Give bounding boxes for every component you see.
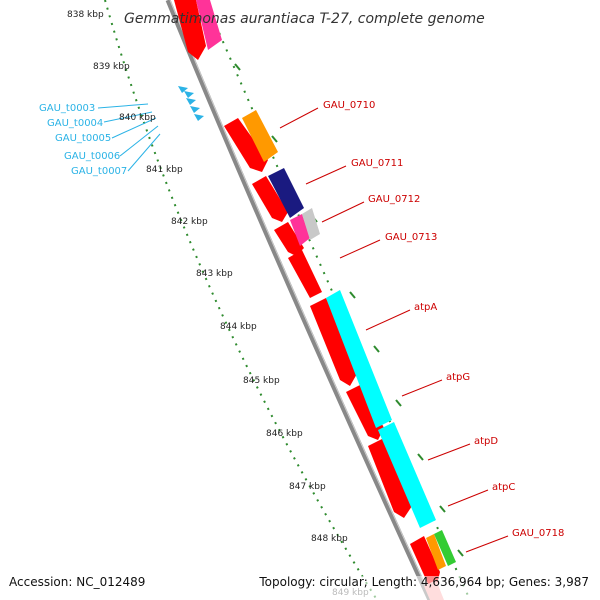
trna-label[interactable]: GAU_t0007 (71, 166, 127, 177)
gene-block[interactable] (368, 438, 412, 518)
gene-block[interactable] (410, 536, 440, 588)
trna-marker[interactable] (178, 86, 188, 93)
white-fade (330, 576, 600, 600)
gene-label[interactable]: GAU_0711 (351, 158, 403, 169)
gene-block[interactable] (224, 118, 268, 172)
trna-labels: GAU_t0003 GAU_t0004 GAU_t0005 GAU_t0006 … (39, 103, 127, 177)
gene-label[interactable]: atpD (474, 436, 498, 447)
gene-block[interactable] (174, 0, 206, 60)
trna-marker[interactable] (186, 98, 196, 105)
gene-block[interactable] (290, 214, 310, 246)
gene-block[interactable] (196, 0, 222, 50)
trna-markers (178, 86, 204, 121)
gene-block[interactable] (426, 534, 446, 570)
kbp-tick-label: 848 kbp (311, 534, 348, 544)
gene-label[interactable]: GAU_0712 (368, 194, 420, 205)
gene-block[interactable] (326, 290, 392, 428)
kbp-tick-label: 849 kbp (332, 588, 369, 598)
gene-label[interactable]: GAU_0713 (385, 232, 437, 243)
gene-label[interactable]: GAU_0718 (512, 528, 564, 539)
topology-text: Topology: circular; Length: 4,636,964 bp… (258, 575, 589, 589)
map-title: Gemmatimonas aurantiaca T-27, complete g… (124, 11, 485, 27)
gene-label[interactable]: GAU_0710 (323, 100, 375, 111)
kbp-tick-label: 843 kbp (196, 269, 233, 279)
gene-block[interactable] (378, 422, 436, 528)
gene-block[interactable] (346, 384, 384, 440)
kbp-ruler (104, 0, 378, 600)
outer-track-dashes (234, 63, 464, 557)
kbp-tick-label: 840 kbp (119, 113, 156, 123)
gene-block[interactable] (434, 530, 456, 566)
gene-label[interactable]: atpC (492, 482, 515, 493)
gene-label[interactable]: atpA (414, 302, 437, 313)
gene-block[interactable] (274, 222, 304, 256)
trna-label[interactable]: GAU_t0006 (64, 151, 120, 162)
gene-block[interactable] (310, 298, 358, 386)
gene-block[interactable] (242, 110, 278, 162)
trna-label[interactable]: GAU_t0003 (39, 103, 95, 114)
kbp-tick-label: 839 kbp (93, 62, 130, 72)
kbp-tick-label: 844 kbp (220, 322, 257, 332)
kbp-tick-label: 847 kbp (289, 482, 326, 492)
gene-block[interactable] (252, 176, 288, 222)
gene-labels: GAU_0710 GAU_0711 GAU_0712 GAU_0713 atpA… (323, 100, 564, 539)
kbp-tick-label: 838 kbp (67, 10, 104, 20)
genome-backbone-highlight (169, 0, 433, 600)
kbp-tick-label: 845 kbp (243, 376, 280, 386)
gene-leader-lines (279, 107, 509, 553)
kbp-tick-label: 846 kbp (266, 429, 303, 439)
trna-leader-lines (97, 103, 161, 172)
accession-text: Accession: NC_012489 (9, 575, 145, 589)
gene-label[interactable]: atpG (446, 372, 470, 383)
kbp-tick-label: 842 kbp (171, 217, 208, 227)
gene-track (196, 0, 456, 570)
trna-marker[interactable] (184, 91, 194, 98)
cds-track (174, 0, 440, 588)
trna-label[interactable]: GAU_t0004 (47, 118, 103, 129)
trna-label[interactable]: GAU_t0005 (55, 133, 111, 144)
gene-block[interactable] (302, 208, 320, 240)
gene-block[interactable] (268, 168, 304, 218)
trna-marker[interactable] (190, 106, 200, 113)
kbp-tick-label: 841 kbp (146, 165, 183, 175)
trna-marker[interactable] (194, 114, 204, 121)
genome-backbone (165, 0, 433, 600)
gene-block[interactable] (288, 250, 322, 298)
kbp-tick-labels: 838 kbp 839 kbp 840 kbp 841 kbp 842 kbp … (67, 10, 369, 598)
